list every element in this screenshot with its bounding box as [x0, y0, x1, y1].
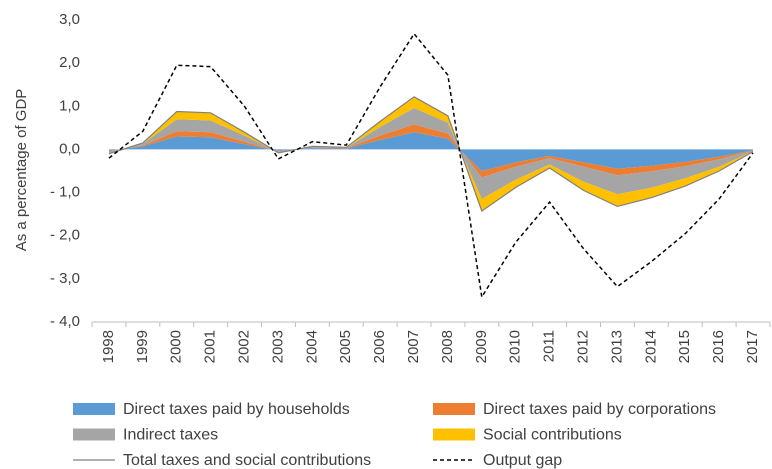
- x-tick-label: 2002: [236, 330, 253, 363]
- y-tick-label: 0,0: [59, 140, 80, 157]
- x-tick-label: 2013: [608, 330, 625, 363]
- legend-label: Output gap: [483, 452, 562, 469]
- area: [109, 108, 753, 199]
- y-tick-label: - 2,0: [50, 227, 80, 244]
- x-tick-label: 2007: [405, 330, 422, 363]
- x-tick-label: 2014: [642, 330, 659, 363]
- x-tick-label: 2011: [541, 330, 558, 362]
- x-tick-label: 2004: [303, 330, 320, 363]
- x-tick-label: 2016: [710, 330, 727, 363]
- x-tick-label: 2001: [202, 330, 219, 363]
- legend-label: Social contributions: [483, 427, 622, 444]
- y-tick-label: 2,0: [59, 54, 80, 71]
- x-tick-label: 2010: [507, 330, 524, 363]
- legend-label: Total taxes and social contributions: [123, 452, 371, 469]
- area: [109, 132, 753, 171]
- y-tick-label: 1,0: [59, 97, 80, 114]
- legend-label: Direct taxes paid by households: [123, 401, 350, 418]
- x-tick-label: 2008: [439, 330, 456, 363]
- y-tick-label: - 3,0: [50, 270, 80, 287]
- line: [108, 96, 754, 213]
- x-tick-label: 2005: [337, 330, 354, 363]
- y-axis-title: As a percentage of GDP: [13, 89, 30, 252]
- legend-label: Indirect taxes: [123, 427, 218, 444]
- legend-swatch: [73, 428, 115, 441]
- y-tick-label: 3,0: [59, 11, 80, 28]
- area: [109, 124, 753, 178]
- legend-swatch: [433, 403, 475, 415]
- y-tick-label: - 1,0: [50, 184, 80, 201]
- legend-swatch: [73, 403, 115, 415]
- legend-swatch: [433, 428, 475, 441]
- y-tick-label: - 4,0: [50, 313, 80, 330]
- x-tick-label: 2006: [371, 330, 388, 363]
- x-tick-label: 2009: [473, 330, 490, 363]
- legend-label: Direct taxes paid by corporations: [483, 401, 716, 418]
- x-tick-label: 2012: [575, 330, 592, 363]
- x-tick-label: 1999: [134, 330, 151, 363]
- x-tick-label: 2017: [744, 330, 761, 363]
- x-tick-label: 1998: [100, 330, 117, 363]
- x-tick-label: 2000: [168, 330, 185, 363]
- x-tick-label: 2003: [269, 330, 286, 363]
- x-tick-label: 2015: [676, 330, 693, 363]
